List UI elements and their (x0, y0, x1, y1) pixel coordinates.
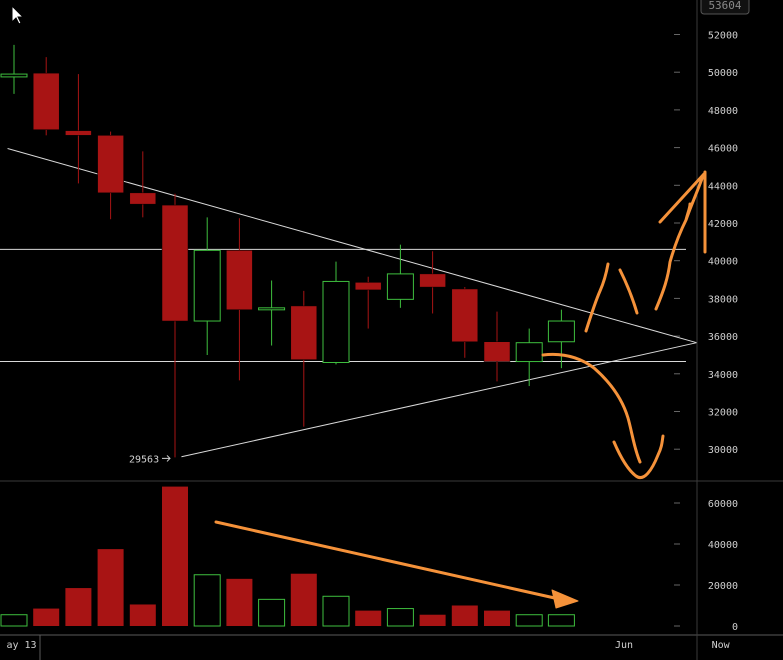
drawn-down-scenario (541, 352, 665, 479)
candle-up (0, 44, 28, 94)
price-tick-label: 30000 (708, 445, 738, 456)
volume-trend-line (214, 520, 570, 603)
candlesticks (0, 44, 575, 458)
candle-body (354, 282, 382, 291)
hand-drawn-annotations (214, 170, 707, 609)
candle-up (258, 280, 286, 346)
candle-down (65, 74, 92, 184)
low-price-label: 29563 (129, 454, 159, 465)
candle-down (451, 287, 479, 358)
time-axis-band (0, 634, 783, 660)
candle-body (161, 204, 189, 322)
volume-trend-arrow (214, 520, 579, 609)
price-tick-label: 38000 (708, 294, 738, 305)
low-arrow-path (162, 455, 171, 462)
price-tick-label: 52000 (708, 31, 738, 42)
volume-bar (193, 574, 221, 627)
candle-down (483, 311, 511, 382)
candle-down (32, 57, 60, 136)
price-axis: 30000 32000 34000 36000 38000 40000 42000 44000… (674, 31, 738, 456)
volume-bar (258, 598, 286, 627)
candle-body (451, 288, 479, 343)
arrow-cursor-icon (11, 4, 25, 25)
candle-down (226, 218, 253, 381)
candle-down (290, 290, 318, 427)
volume-tick-label: 20000 (708, 581, 738, 592)
candle-body (290, 305, 318, 360)
candle-body (226, 250, 253, 310)
volume-axis: 0 20000 40000 60000 (674, 499, 738, 633)
candle-down (161, 193, 189, 458)
candle-up (515, 328, 543, 387)
candle-body (129, 192, 157, 205)
price-tick-label: 48000 (708, 106, 738, 117)
cursor-shape (11, 4, 25, 25)
candle-down (419, 251, 446, 314)
candle-body (0, 73, 28, 78)
candle-body (483, 341, 511, 362)
arrowhead-icon (551, 589, 579, 609)
volume-bar (515, 614, 543, 627)
volume-bars (0, 486, 575, 627)
candle-up (386, 244, 414, 308)
candle-body (547, 320, 575, 343)
volume-bar (451, 605, 478, 626)
volume-bar (0, 614, 28, 627)
volume-bar (484, 610, 510, 626)
time-axis-label: Jun (615, 640, 633, 651)
volume-bar (290, 573, 317, 626)
candle-up (322, 261, 350, 365)
candle-down (354, 276, 382, 329)
trendline (181, 342, 697, 458)
price-tick-label: 36000 (708, 332, 738, 343)
candle-down (97, 131, 124, 220)
price-tick-label: 34000 (708, 370, 738, 381)
volume-bar (162, 486, 188, 626)
candle-body (65, 130, 92, 136)
candle-up (547, 309, 575, 369)
volume-bar (419, 614, 446, 626)
volume-tick-label: 0 (732, 622, 738, 633)
candle-body (322, 280, 350, 363)
candle-body (515, 342, 543, 363)
price-tick-label: 40000 (708, 257, 738, 268)
volume-bar (547, 614, 575, 627)
time-axis-labels: ay 13 Jun Now (6, 640, 730, 651)
last-price-badge: 53604 (700, 0, 750, 15)
volume-bar (65, 588, 92, 626)
candle-body (419, 273, 446, 288)
price-tick-label: 46000 (708, 144, 738, 155)
candle-body (97, 135, 124, 194)
drawn-up-scenario (584, 170, 707, 333)
time-axis-label: ay 13 (6, 640, 36, 651)
candle-body (193, 249, 221, 322)
time-axis-label: Now (712, 640, 731, 651)
last-price-value: 53604 (708, 0, 741, 12)
price-tick-label: 44000 (708, 181, 738, 192)
volume-bar (129, 604, 156, 626)
volume-bar (33, 608, 60, 626)
candle-body (258, 307, 286, 311)
volume-bar (355, 610, 382, 626)
volume-bar (97, 549, 124, 626)
volume-bar (386, 608, 414, 627)
candle-body (386, 273, 414, 300)
price-tick-label: 50000 (708, 68, 738, 79)
candle-down (129, 151, 157, 218)
volume-bar (322, 595, 350, 627)
volume-bar (226, 578, 253, 626)
candle-up (193, 217, 221, 355)
volume-tick-label: 40000 (708, 540, 738, 551)
volume-tick-label: 60000 (708, 499, 738, 510)
last-price-badge-box (700, 0, 750, 15)
candle-body (32, 72, 60, 130)
price-tick-label: 42000 (708, 219, 738, 230)
low-arrow-icon (162, 455, 171, 462)
price-tick-label: 32000 (708, 408, 738, 419)
